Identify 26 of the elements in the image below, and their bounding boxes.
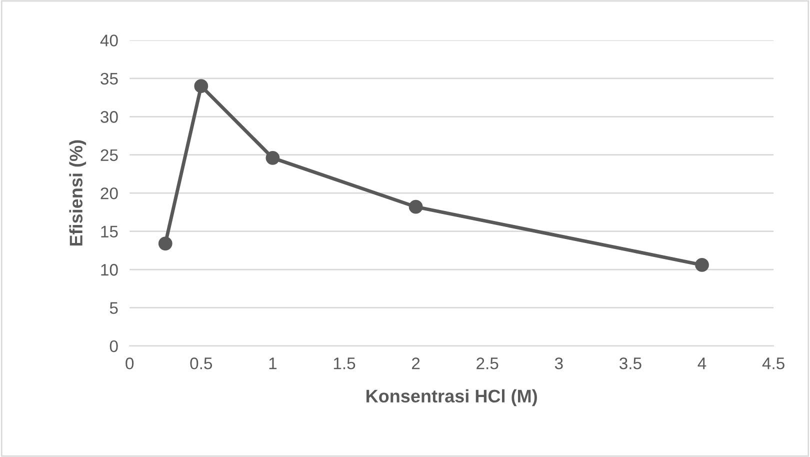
- x-tick-label: 1: [269, 358, 277, 370]
- x-tick-label: 1.5: [334, 358, 356, 370]
- x-axis-title: Konsentrasi HCl (M): [366, 389, 537, 406]
- y-tick-label: 35: [100, 72, 118, 85]
- y-tick-label: 10: [101, 264, 118, 276]
- point: [408, 200, 423, 214]
- y-tick-label: 40: [100, 34, 118, 46]
- point: [695, 258, 709, 272]
- x-tick-label: 0: [126, 358, 134, 370]
- y-tick-label: 20: [100, 187, 118, 200]
- y-tick-label: 15: [101, 226, 118, 238]
- y-axis-title: Efisiensi (%): [69, 140, 86, 246]
- x-tick-label: 0.5: [190, 358, 212, 370]
- y-tick-label: 25: [100, 149, 118, 162]
- x-tick-label: 4.5: [762, 358, 784, 370]
- x-tick-label: 3.5: [620, 358, 642, 370]
- y-tick-label: 5: [110, 302, 118, 314]
- x-tick-label: 4: [698, 358, 706, 370]
- point: [158, 236, 172, 250]
- point: [266, 150, 280, 165]
- point: [194, 79, 208, 94]
- x-tick-label: 2: [412, 358, 420, 370]
- x-tick-label: 2.5: [476, 358, 498, 370]
- x-tick-label: 3: [554, 358, 563, 370]
- y-tick-label: 0: [110, 340, 118, 352]
- y-tick-label: 30: [100, 111, 118, 123]
